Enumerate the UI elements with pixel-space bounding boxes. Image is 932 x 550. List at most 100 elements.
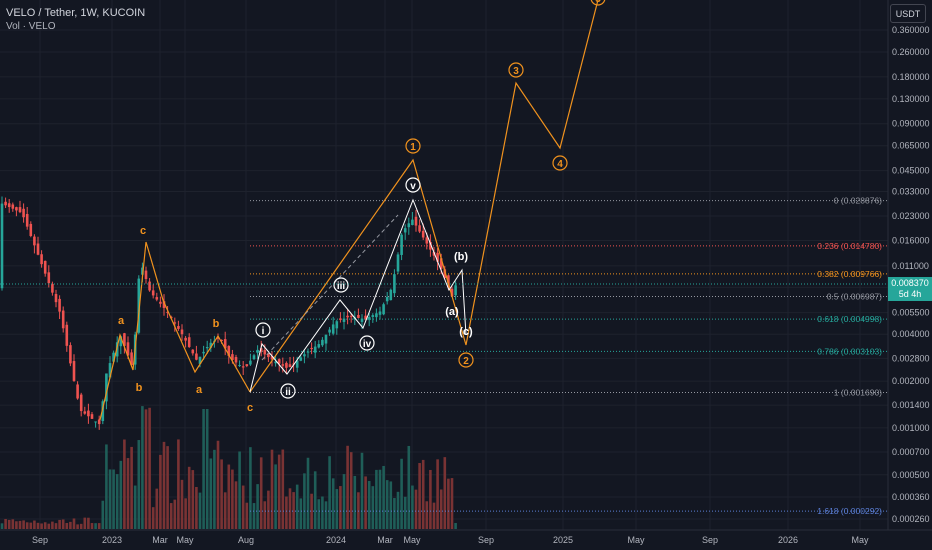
currency-button[interactable]: USDT <box>890 4 926 23</box>
candle-body <box>259 348 263 352</box>
price-tick-label: 0.000260 <box>892 514 930 524</box>
candle-body <box>11 204 15 209</box>
time-tick-label: May <box>851 535 869 545</box>
price-tick-label: 0.130000 <box>892 94 930 104</box>
candle-body <box>79 394 83 412</box>
candle-body <box>389 289 393 301</box>
volume-bar <box>123 439 126 529</box>
candle-body <box>151 290 155 296</box>
candle-body <box>252 355 256 360</box>
volume-bar <box>299 498 303 529</box>
volume-legend[interactable]: Vol · VELO <box>6 21 56 32</box>
candle-body <box>238 364 241 366</box>
candle-body <box>407 223 411 228</box>
volume-bar <box>407 445 411 529</box>
fibonacci-retracement[interactable]: 0 (0.028876) 0.236 (0.014780) 0.382 (0.009… <box>250 196 888 517</box>
volume-bar <box>328 456 331 529</box>
volume-bar <box>61 519 65 529</box>
corrective-label-a: a <box>118 315 125 327</box>
candle-body <box>223 339 227 349</box>
volume-bar <box>198 492 202 529</box>
volume-bar <box>263 501 267 529</box>
last-price-badge: 0.008370 5d 4h <box>888 277 932 301</box>
volume-bar <box>216 440 220 529</box>
candle-body <box>205 347 209 349</box>
candle-body <box>126 342 130 356</box>
fib-level-label: 0.5 (0.006987) <box>827 292 882 302</box>
candle-body <box>69 345 72 364</box>
wave-label-3: 3 <box>513 66 519 77</box>
price-tick-label: 0.001000 <box>892 423 930 433</box>
corrective-label-b: b <box>136 382 143 394</box>
candle-body <box>33 236 36 246</box>
subwave-label-iv: iv <box>363 339 372 350</box>
volume-bar <box>306 457 310 529</box>
volume-bar <box>396 491 400 529</box>
candle-body <box>18 207 22 213</box>
subwave-label-v-circle <box>405 177 421 193</box>
elliott-wave-drawing[interactable] <box>99 0 599 421</box>
wave-label-2: 2 <box>463 356 469 367</box>
time-axis[interactable]: Sep 2023 Mar May Aug 2024 Mar May Sep 2025 May Sep 2… <box>0 529 932 545</box>
price-tick-label: 0.065000 <box>892 141 930 151</box>
volume-bar <box>47 523 51 529</box>
time-tick-label: Sep <box>32 535 48 545</box>
candle-body <box>144 270 148 280</box>
volume-bar <box>425 501 429 529</box>
volume-bar <box>180 479 184 529</box>
symbol-title[interactable]: VELO / Tether, 1W, KUCOIN <box>6 7 146 19</box>
volume-bar <box>292 492 295 529</box>
time-tick-label: 2026 <box>778 535 798 545</box>
candle-body <box>72 361 76 381</box>
candle-body <box>141 267 144 275</box>
fib-level-label: 0.786 (0.003103) <box>817 346 882 356</box>
candle-body <box>184 337 187 341</box>
candle-body <box>97 419 101 425</box>
volume-bar <box>234 481 238 529</box>
volume-bar <box>360 452 364 529</box>
channel-line <box>261 214 399 361</box>
price-tick-label: 0.045000 <box>892 166 930 176</box>
price-tick-label: 0.360000 <box>892 25 930 35</box>
subwave-label-iv-circle <box>359 335 375 351</box>
volume-bar <box>375 469 378 529</box>
wave-label-1: 1 <box>410 142 416 153</box>
price-tick-label: 0.180000 <box>892 72 930 82</box>
volume-bar <box>324 501 328 529</box>
volume-bar <box>43 522 47 529</box>
volume-bar <box>357 492 360 529</box>
price-axis-background <box>888 0 932 530</box>
price-axis[interactable]: 0.360000 0.260000 0.180000 0.130000 0.090000… <box>887 0 932 530</box>
chart-legend: VELO / Tether, 1W, KUCOIN Vol · VELO <box>6 6 145 34</box>
fib-level-label: 0 (0.028876) <box>834 196 882 206</box>
candle-body <box>414 216 418 226</box>
volume-bar <box>411 485 414 529</box>
volume-bar <box>119 460 123 529</box>
price-tick-label: 0.001400 <box>892 400 930 410</box>
volume-bar <box>144 409 148 529</box>
candle-body <box>436 252 439 262</box>
volume-bar <box>209 458 213 529</box>
candle-body <box>378 311 382 315</box>
candle-body <box>137 278 141 333</box>
wave-label-5-circle <box>590 0 606 6</box>
volume-bar <box>421 459 425 529</box>
candle-body <box>245 364 249 367</box>
volume-bar <box>285 496 288 529</box>
volume-bar <box>108 469 112 529</box>
candle-body <box>191 349 195 354</box>
wave-label-1-circle <box>405 138 421 154</box>
volume-bar <box>162 441 166 529</box>
candle-body <box>202 351 205 354</box>
candle-body <box>375 313 378 318</box>
subwave-label-i-circle <box>255 322 271 338</box>
volume-bar <box>313 471 317 529</box>
volume-bar <box>177 439 180 529</box>
volume-bar <box>0 523 4 529</box>
volume-bar <box>148 407 151 529</box>
volume-bar <box>69 521 72 529</box>
candle-body <box>112 352 115 362</box>
candle-body <box>281 364 285 366</box>
candle-body <box>310 347 313 350</box>
